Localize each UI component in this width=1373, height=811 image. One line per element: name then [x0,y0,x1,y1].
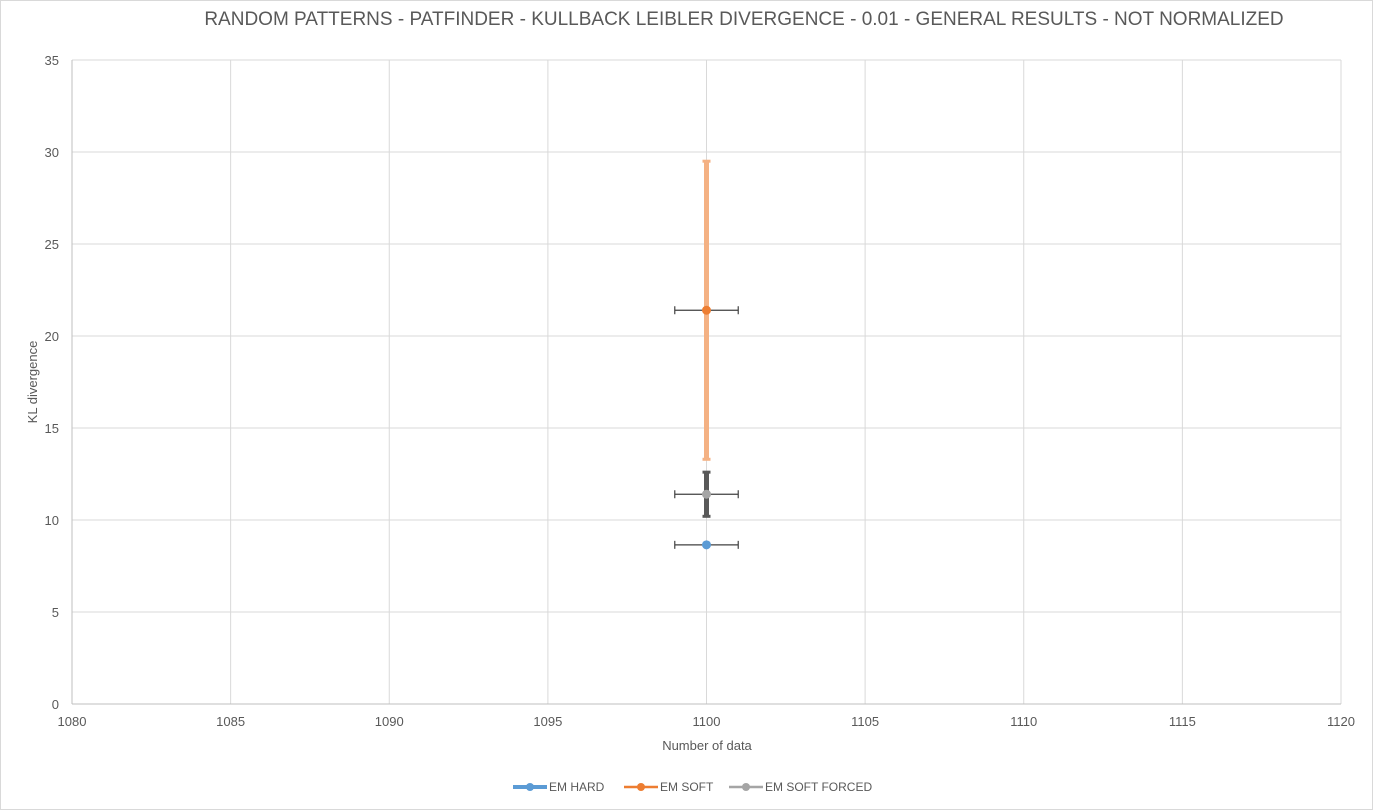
x-tick-label: 1095 [533,714,562,729]
legend-label: EM HARD [549,780,605,794]
y-tick-label: 15 [45,421,59,436]
y-tick-label: 0 [52,697,59,712]
y-tick-label: 35 [45,53,59,68]
x-tick-label: 1090 [375,714,404,729]
chart-title: RANDOM PATTERNS - PATFINDER - KULLBACK L… [204,9,1283,30]
y-axis-title: KL divergence [25,341,40,424]
y-tick-label: 5 [52,605,59,620]
y-tick-label: 25 [45,237,59,252]
tick-labels: 1080 1085 1090 1095 1100 1105 1110 1115 1120 0 5 10… [45,53,1355,729]
y-tick-label: 30 [45,145,59,160]
data-point [702,305,711,315]
legend-swatch-marker [637,783,645,791]
x-tick-label: 1120 [1327,714,1355,729]
x-axis-title: Number of data [662,738,752,753]
data-points [702,305,711,550]
data-point [702,540,711,550]
y-tick-label: 20 [45,329,59,344]
data-point [702,489,711,499]
legend: EM HARD EM SOFT EM SOFT FORCED [513,780,872,794]
x-tick-label: 1080 [58,714,87,729]
x-tick-label: 1100 [693,714,721,729]
axes [71,60,1341,705]
x-tick-label: 1105 [851,714,879,729]
x-tick-label: 1115 [1169,714,1196,729]
x-tick-label: 1085 [216,714,245,729]
legend-label: EM SOFT [660,780,714,794]
legend-swatch-marker [742,783,750,791]
legend-swatch-marker [526,783,534,791]
legend-label: EM SOFT FORCED [765,780,872,794]
y-tick-label: 10 [45,513,59,528]
x-tick-label: 1110 [1010,714,1037,729]
